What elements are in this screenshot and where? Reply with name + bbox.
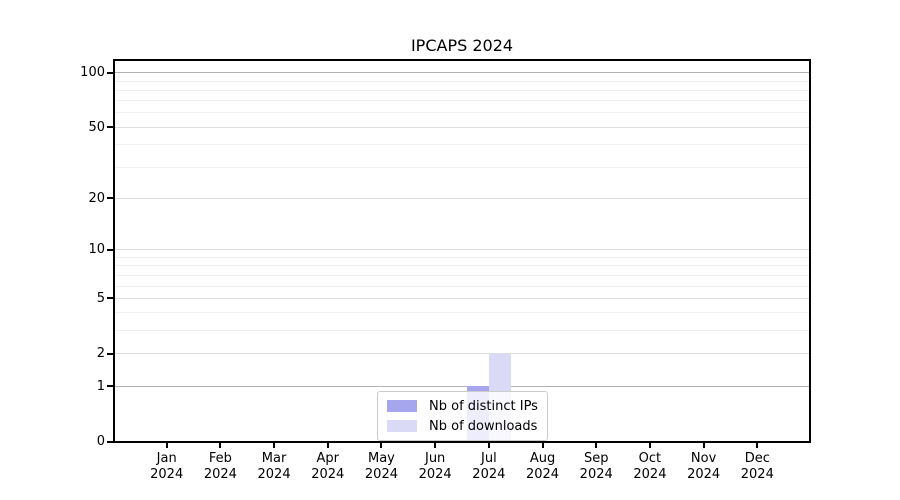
y-tick-mark xyxy=(107,126,113,129)
major-gridline xyxy=(115,197,809,199)
y-tick-label: 2 xyxy=(96,346,105,362)
x-tick-mark xyxy=(326,443,329,448)
y-tick-label: 1 xyxy=(96,378,105,394)
minor-gridline xyxy=(115,274,809,276)
x-tick-label-line: Nov xyxy=(690,451,717,466)
major-gridline xyxy=(115,385,809,387)
x-tick-label-line: 2024 xyxy=(633,467,667,482)
minor-gridline xyxy=(115,330,809,332)
x-tick-label: Nov 2024 xyxy=(664,451,744,483)
y-tick-label: 0 xyxy=(96,434,105,449)
x-tick-label: Feb 2024 xyxy=(180,451,260,483)
y-tick-label: 50 xyxy=(88,119,105,135)
x-tick-mark xyxy=(648,443,651,448)
legend-swatch xyxy=(387,420,417,432)
major-gridline xyxy=(115,72,809,74)
x-tick-label-line: Jul xyxy=(481,451,497,466)
x-tick-label: Jun 2024 xyxy=(395,451,475,483)
minor-gridline xyxy=(115,100,809,102)
minor-gridline xyxy=(115,112,809,114)
minor-gridline xyxy=(115,80,809,82)
major-gridline xyxy=(115,126,809,128)
x-tick-mark xyxy=(756,443,759,448)
x-tick-label-line: Sep xyxy=(583,451,609,466)
legend: Nb of distinct IPs Nb of downloads xyxy=(377,391,548,441)
minor-gridline xyxy=(115,312,809,314)
y-tick-label: 100 xyxy=(80,65,105,81)
x-tick-label-line: Aug xyxy=(529,451,556,466)
x-tick-label: Dec 2024 xyxy=(717,451,797,483)
major-gridline xyxy=(115,297,809,299)
x-tick-mark xyxy=(595,443,598,448)
minor-gridline xyxy=(115,265,809,267)
x-tick-label: Oct 2024 xyxy=(610,451,690,483)
x-tick-label-line: 2024 xyxy=(311,467,345,482)
x-tick-label-line: 2024 xyxy=(364,467,398,482)
x-tick-label: Aug 2024 xyxy=(503,451,583,483)
major-gridline xyxy=(115,249,809,251)
x-tick-label-line: 2024 xyxy=(687,467,721,482)
minor-gridline xyxy=(115,144,809,146)
minor-gridline xyxy=(115,257,809,258)
x-tick-label: Sep 2024 xyxy=(556,451,636,483)
x-tick-label-line: 2024 xyxy=(579,467,613,482)
x-tick-label-line: 2024 xyxy=(257,467,291,482)
y-tick-mark xyxy=(107,352,113,355)
y-tick-mark xyxy=(107,248,113,251)
y-tick-mark xyxy=(107,440,113,443)
x-tick-label-line: Mar xyxy=(261,451,287,466)
x-tick-label-line: Dec xyxy=(744,451,770,466)
x-tick-mark xyxy=(541,443,544,448)
y-tick-label: 20 xyxy=(88,190,105,206)
legend-entry: Nb of downloads xyxy=(387,417,538,435)
x-tick-label-line: 2024 xyxy=(203,467,237,482)
major-gridline xyxy=(115,353,809,355)
x-tick-mark xyxy=(487,443,490,448)
x-tick-mark xyxy=(219,443,222,448)
x-tick-mark xyxy=(165,443,168,448)
x-tick-label-line: 2024 xyxy=(150,467,184,482)
x-tick-mark xyxy=(273,443,276,448)
x-tick-mark xyxy=(380,443,383,448)
x-tick-label-line: Jun xyxy=(424,451,446,466)
minor-gridline xyxy=(115,166,809,168)
x-tick-label: Apr 2024 xyxy=(288,451,368,483)
legend-entry: Nb of distinct IPs xyxy=(387,397,538,415)
x-tick-label-line: 2024 xyxy=(418,467,452,482)
x-tick-label-line: Oct xyxy=(638,451,662,466)
minor-gridline xyxy=(115,285,809,287)
x-tick-label-line: Jan xyxy=(156,451,177,466)
x-tick-label-line: Feb xyxy=(208,451,232,466)
y-tick-mark xyxy=(107,71,113,74)
chart-title: IPCAPS 2024 xyxy=(410,36,514,55)
x-tick-label-line: 2024 xyxy=(740,467,774,482)
legend-entry-label: Nb of downloads xyxy=(429,418,538,434)
legend-swatch xyxy=(387,400,417,412)
x-tick-label-line: 2024 xyxy=(525,467,560,482)
x-tick-label: May 2024 xyxy=(341,451,421,483)
x-tick-mark xyxy=(702,443,705,448)
x-tick-label: Jul 2024 xyxy=(449,451,529,483)
x-tick-mark xyxy=(434,443,437,448)
y-tick-label: 5 xyxy=(96,290,105,306)
y-tick-mark xyxy=(107,297,113,300)
legend-entry-label: Nb of distinct IPs xyxy=(429,398,538,414)
x-tick-label-line: 2024 xyxy=(472,467,506,482)
y-tick-mark xyxy=(107,197,113,200)
x-tick-label-line: May xyxy=(368,451,395,466)
x-tick-label: Mar 2024 xyxy=(234,451,314,483)
x-tick-label-line: Apr xyxy=(316,451,340,466)
y-tick-label: 10 xyxy=(88,242,105,258)
minor-gridline xyxy=(115,89,809,91)
y-tick-mark xyxy=(107,385,113,388)
x-tick-label: Jan 2024 xyxy=(127,451,207,483)
